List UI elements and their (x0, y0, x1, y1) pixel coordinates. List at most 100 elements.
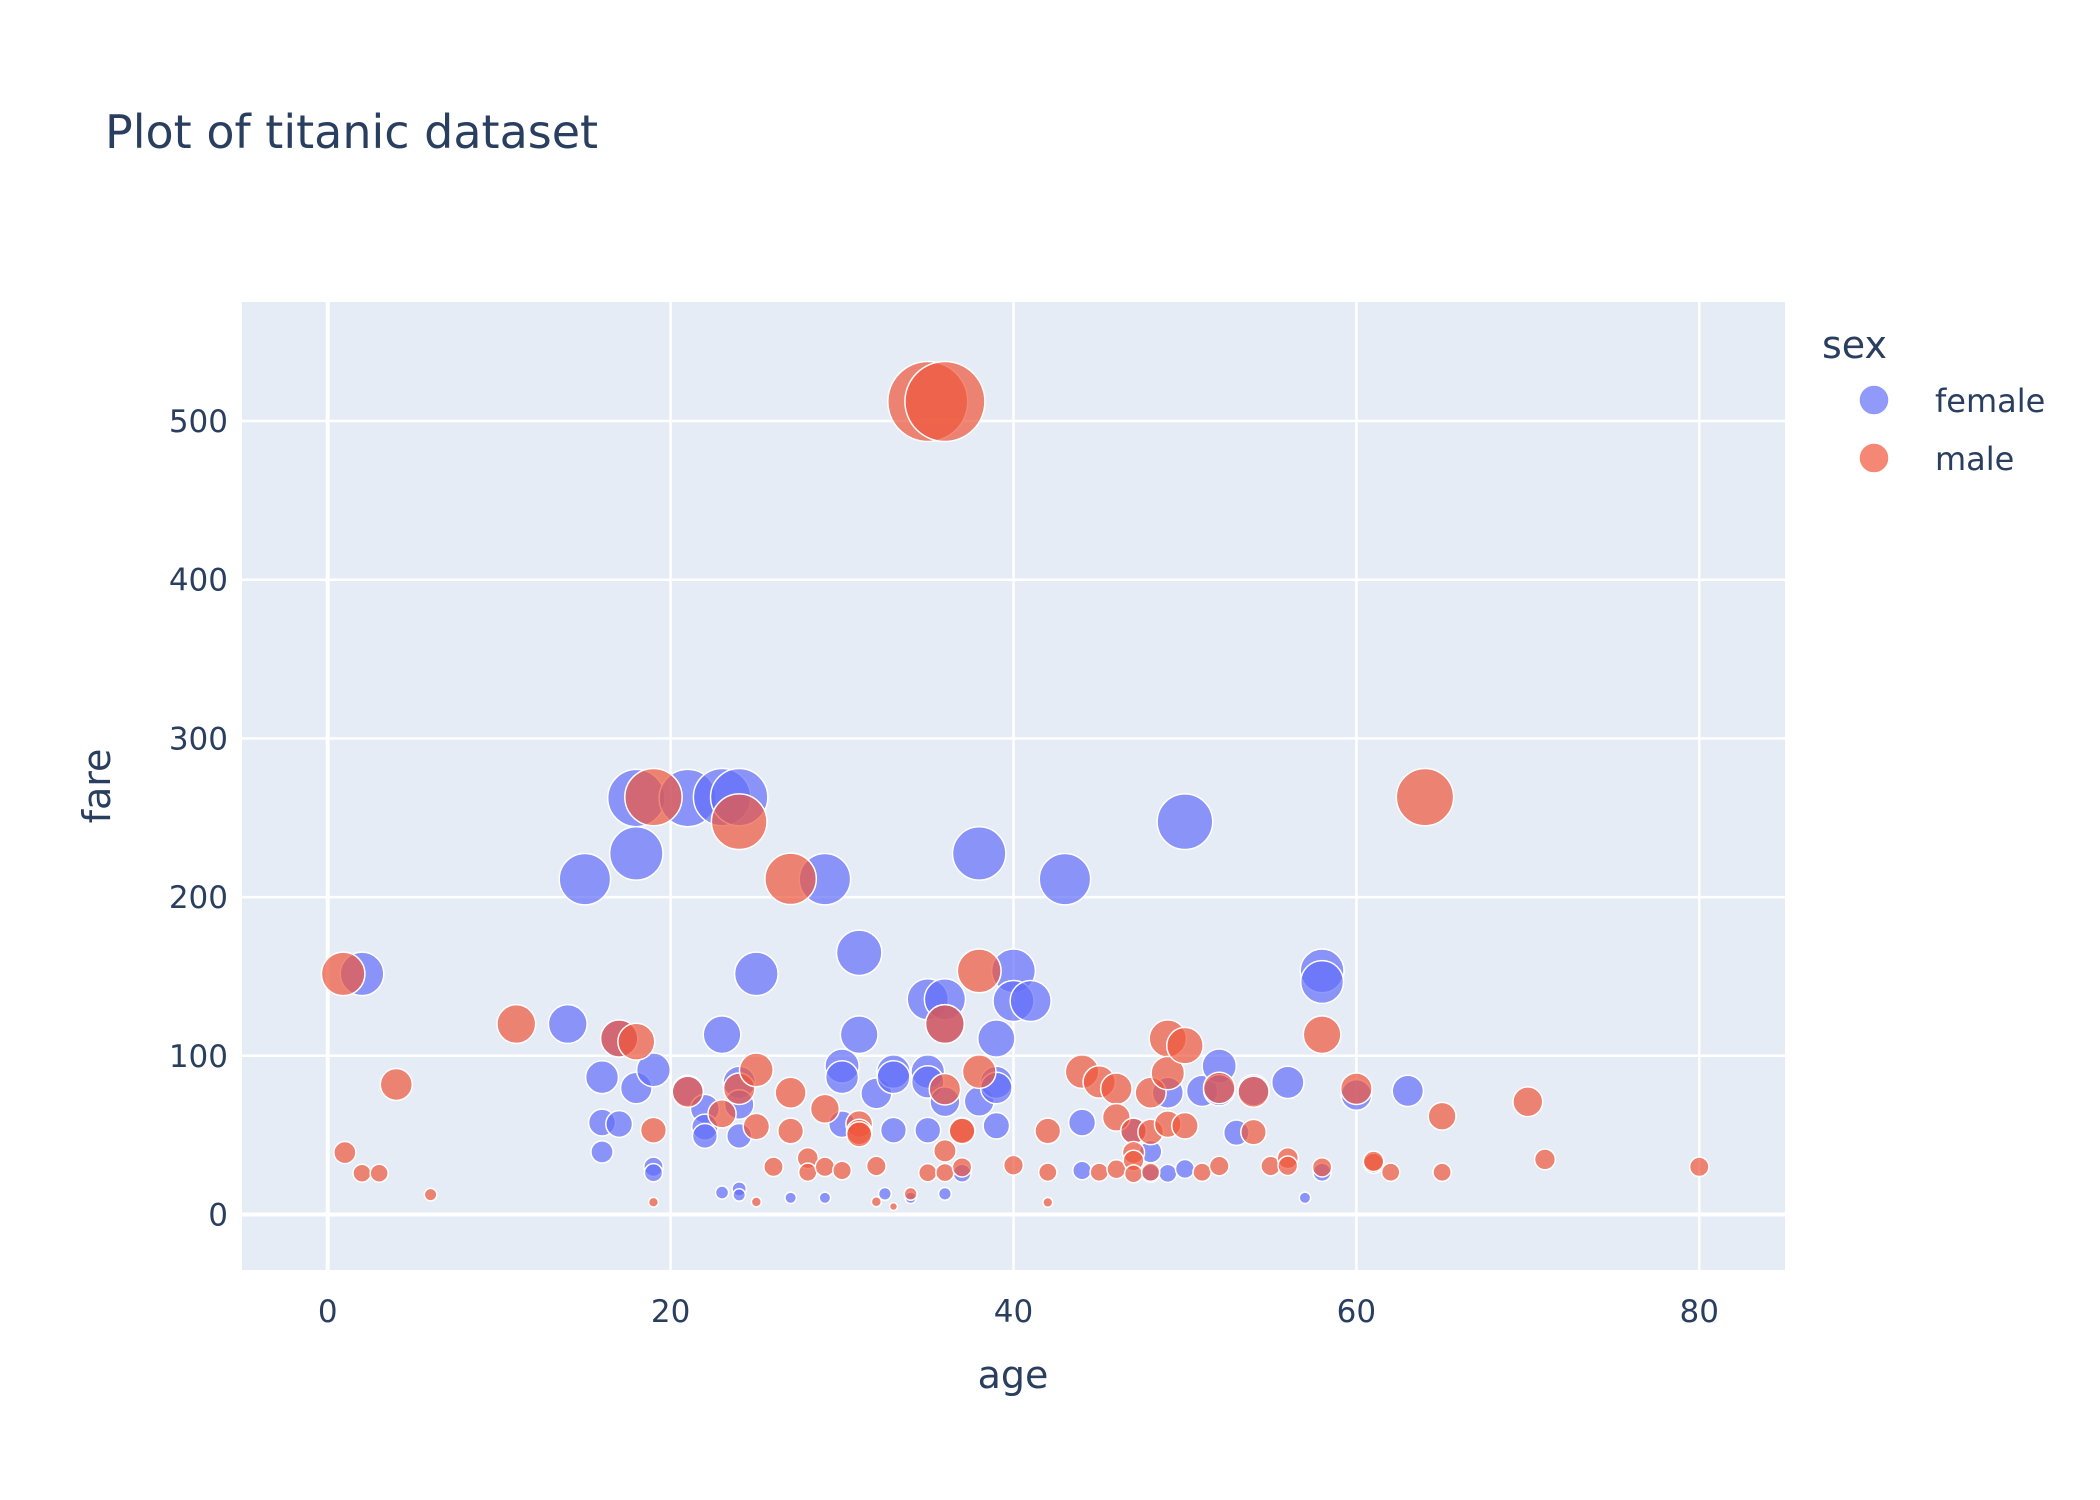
data-point-male[interactable] (1140, 1162, 1161, 1183)
data-point-male[interactable] (710, 793, 768, 851)
data-point-male[interactable] (1427, 1101, 1457, 1131)
data-point-male[interactable] (639, 1116, 668, 1144)
data-point-male[interactable] (738, 1052, 774, 1088)
data-point-female[interactable] (635, 1052, 672, 1088)
data-point-female[interactable] (937, 1186, 953, 1201)
data-point-male[interactable] (333, 1140, 357, 1165)
data-point-female[interactable] (732, 1187, 747, 1202)
data-point-female[interactable] (558, 852, 612, 906)
data-point-male[interactable] (496, 1003, 537, 1045)
data-point-male[interactable] (379, 1067, 414, 1102)
data-point-male[interactable] (1395, 767, 1455, 827)
data-point-male[interactable] (935, 1162, 955, 1183)
data-point-male[interactable] (1277, 1155, 1299, 1177)
data-point-male[interactable] (1002, 1154, 1025, 1176)
data-point-male[interactable] (1042, 1196, 1054, 1209)
data-point-male[interactable] (888, 1201, 899, 1212)
data-point-female[interactable] (1156, 793, 1214, 851)
legend-item-female[interactable]: female (1858, 382, 2045, 420)
data-point-male[interactable] (832, 1160, 853, 1181)
data-point-male[interactable] (932, 1138, 957, 1163)
data-point-male[interactable] (951, 1156, 973, 1178)
data-point-female[interactable] (982, 1111, 1011, 1140)
data-point-male[interactable] (845, 1121, 873, 1148)
data-point-male[interactable] (1089, 1162, 1110, 1183)
data-point-female[interactable] (839, 1015, 879, 1055)
data-point-male[interactable] (1034, 1117, 1062, 1145)
data-point-female[interactable] (1067, 1108, 1097, 1137)
data-point-male[interactable] (763, 1156, 784, 1178)
data-point-male[interactable] (1311, 1156, 1333, 1178)
data-point-female[interactable] (784, 1191, 798, 1205)
data-point-male[interactable] (1165, 1026, 1204, 1065)
data-point-male[interactable] (617, 1022, 656, 1061)
data-point-male[interactable] (1123, 1164, 1144, 1184)
data-point-male[interactable] (904, 360, 986, 443)
data-point-male[interactable] (352, 1163, 372, 1183)
data-point-female[interactable] (1158, 1163, 1178, 1184)
data-point-female[interactable] (835, 929, 883, 977)
data-point-male[interactable] (750, 1196, 763, 1208)
data-point-female[interactable] (584, 1060, 620, 1095)
data-point-male[interactable] (742, 1112, 771, 1141)
data-point-male[interactable] (320, 951, 366, 997)
data-point-female[interactable] (818, 1191, 832, 1205)
data-point-male[interactable] (948, 1117, 976, 1145)
data-point-female[interactable] (877, 1186, 893, 1201)
data-point-male[interactable] (624, 767, 683, 827)
data-point-male[interactable] (1237, 1075, 1270, 1109)
data-point-female[interactable] (714, 1185, 730, 1200)
data-point-male[interactable] (1302, 1015, 1342, 1055)
data-point-male[interactable] (1432, 1162, 1452, 1183)
data-point-male[interactable] (1170, 1111, 1199, 1140)
data-point-female[interactable] (976, 1019, 1016, 1058)
data-point-male[interactable] (956, 948, 1002, 994)
data-point-male[interactable] (1533, 1148, 1557, 1171)
data-point-female[interactable] (733, 951, 779, 997)
data-point-male[interactable] (928, 1072, 962, 1106)
data-point-male[interactable] (1150, 1055, 1186, 1091)
data-point-male[interactable] (924, 1003, 966, 1045)
data-point-male[interactable] (1240, 1118, 1268, 1146)
data-point-male[interactable] (809, 1093, 841, 1124)
data-point-male[interactable] (369, 1163, 389, 1183)
data-point-female[interactable] (1299, 959, 1345, 1005)
data-point-male[interactable] (865, 1155, 887, 1177)
data-point-male[interactable] (671, 1075, 705, 1109)
data-point-male[interactable] (870, 1196, 883, 1208)
data-point-male[interactable] (1037, 1162, 1058, 1183)
data-point-female[interactable] (876, 1060, 911, 1095)
data-point-male[interactable] (423, 1187, 438, 1202)
data-point-female[interactable] (879, 1116, 908, 1144)
data-point-male[interactable] (1362, 1150, 1385, 1173)
data-point-male[interactable] (1208, 1155, 1230, 1177)
data-point-male[interactable] (1192, 1162, 1212, 1183)
data-point-male[interactable] (1099, 1072, 1133, 1106)
data-point-female[interactable] (951, 826, 1007, 881)
data-point-male[interactable] (764, 852, 818, 906)
data-point-female[interactable] (1391, 1074, 1425, 1108)
data-point-female[interactable] (824, 1060, 860, 1095)
data-point-female[interactable] (691, 1122, 719, 1150)
data-point-male[interactable] (917, 1162, 938, 1183)
data-point-female[interactable] (1038, 852, 1092, 906)
data-point-male[interactable] (1380, 1162, 1401, 1183)
data-point-female[interactable] (547, 1003, 588, 1045)
data-point-female[interactable] (1072, 1160, 1093, 1181)
data-point-male[interactable] (707, 1099, 737, 1129)
data-point-female[interactable] (1298, 1191, 1312, 1205)
data-point-female[interactable] (1270, 1065, 1305, 1100)
data-point-male[interactable] (1202, 1071, 1236, 1105)
data-point-male[interactable] (903, 1186, 918, 1201)
data-point-male[interactable] (1512, 1086, 1544, 1118)
data-point-male[interactable] (797, 1162, 818, 1183)
data-point-female[interactable] (608, 826, 664, 881)
data-point-female[interactable] (702, 1015, 742, 1055)
data-point-female[interactable] (914, 1116, 942, 1144)
data-point-male[interactable] (777, 1117, 805, 1145)
data-point-female[interactable] (1009, 979, 1052, 1023)
data-point-male[interactable] (1688, 1156, 1710, 1178)
data-point-male[interactable] (814, 1156, 836, 1178)
data-point-male[interactable] (961, 1054, 997, 1090)
data-point-male[interactable] (1339, 1072, 1373, 1106)
